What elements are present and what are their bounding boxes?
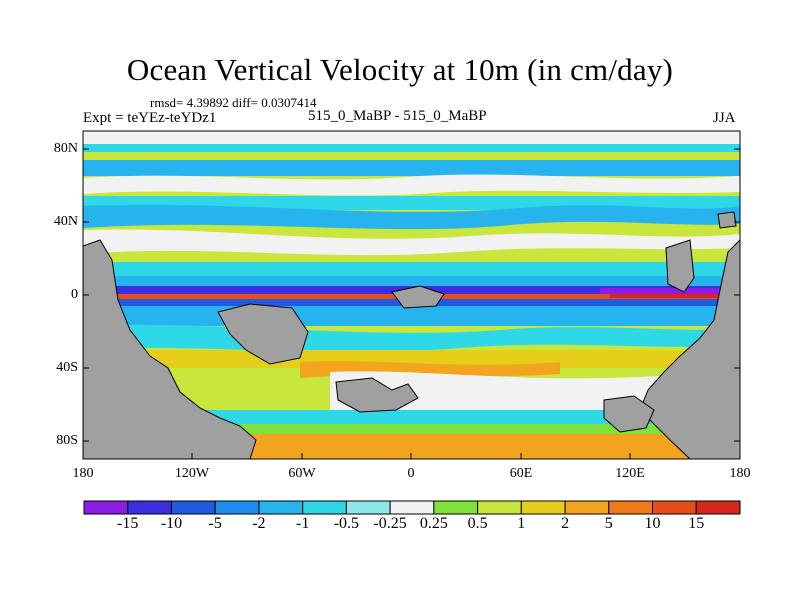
map-title: Ocean Vertical Velocity at 10m (in cm/da… [126,52,674,87]
lon-label-120e: 120E [615,466,645,481]
colorbar-swatch-5 [302,500,347,515]
lat-label-40n: 40N [53,214,78,229]
colorbar-swatch-1 [127,500,172,515]
band-tropic-north [83,262,740,276]
band-tropic-south [83,306,740,326]
lon-label-180w: 180 [72,466,94,481]
band-equator-red-east [610,294,740,298]
colorbar-swatch-12 [608,500,654,515]
colorbar-label-5: -0.5 [333,515,360,532]
lat-label-80s: 80S [56,433,78,448]
colorbar-label-7: 0.25 [419,515,448,532]
lon-label-60w: 60W [288,466,316,481]
lat-ticks [83,148,740,442]
colorbar [83,500,741,515]
band-midlat-blue [83,204,740,230]
center-label: 515_0_MaBP - 515_0_MaBP [308,108,487,124]
colorbar-swatch-8 [433,500,479,515]
land-island-south [335,377,419,413]
band-south-white [330,371,660,414]
band-south-cyan-2 [83,410,740,424]
colorbar-label-3: -2 [252,515,266,532]
land-west-continent [83,239,257,459]
colorbar-label-10: 2 [561,515,570,532]
lat-label-40s: 40S [56,360,78,375]
colorbar-swatch-4 [258,500,304,515]
colorbar-label-8: 0.5 [467,515,488,532]
land-east-continent [639,239,740,459]
lat-label-0: 0 [71,287,78,302]
band-equator-purple [600,288,740,294]
lon-label-0: 0 [407,466,415,481]
season-label: JJA [713,110,736,126]
land-southeast [603,395,655,433]
lon-label-180e: 180 [729,466,751,481]
experiment-label: Expt = teYEz-teYDz1 [83,110,217,126]
colorbar-label-1: -10 [160,515,183,532]
land-north-cap [83,131,740,144]
colorbar-swatch-0 [83,500,129,515]
colorbar-swatch-9 [477,500,522,515]
colorbar-swatch-14 [695,500,741,515]
colorbar-label-13: 15 [688,515,705,532]
colorbar-label-12: 10 [644,515,661,532]
colorbar-label-6: -0.25 [373,515,407,532]
band-north-1 [83,160,740,176]
land-east-island [717,211,737,229]
colorbar-swatch-10 [520,500,566,515]
band-north-white [83,174,740,196]
colorbar-label-4: -1 [296,515,310,532]
band-tropic-north-2 [83,276,740,286]
colorbar-swatch-13 [652,500,697,515]
land-east-peninsula [665,239,695,293]
lat-label-80n: 80N [53,141,78,156]
colorbar-swatch-6 [345,500,391,515]
colorbar-swatch-7 [389,500,435,515]
lon-label-120w: 120W [174,466,210,481]
colorbar-swatch-3 [214,500,260,515]
land-island-west [217,303,309,365]
lon-label-60e: 60E [509,466,533,481]
band-arctic-2 [83,152,740,160]
colorbar-label-11: 5 [604,515,613,532]
colorbar-label-0: -15 [117,515,139,532]
colorbar-label-9: 1 [517,515,526,532]
stats-label: rmsd= 4.39892 diff= 0.0307414 [150,95,317,110]
band-south-green [83,424,740,434]
colorbar-swatch-11 [564,500,610,515]
band-midlat-white [83,229,740,256]
colorbar-swatch-2 [170,500,216,515]
map-area [83,131,740,459]
colorbar-label-2: -5 [208,515,222,532]
land-small-equator [391,285,445,309]
band-south-yellow [83,350,740,368]
lon-ticks [82,453,741,459]
